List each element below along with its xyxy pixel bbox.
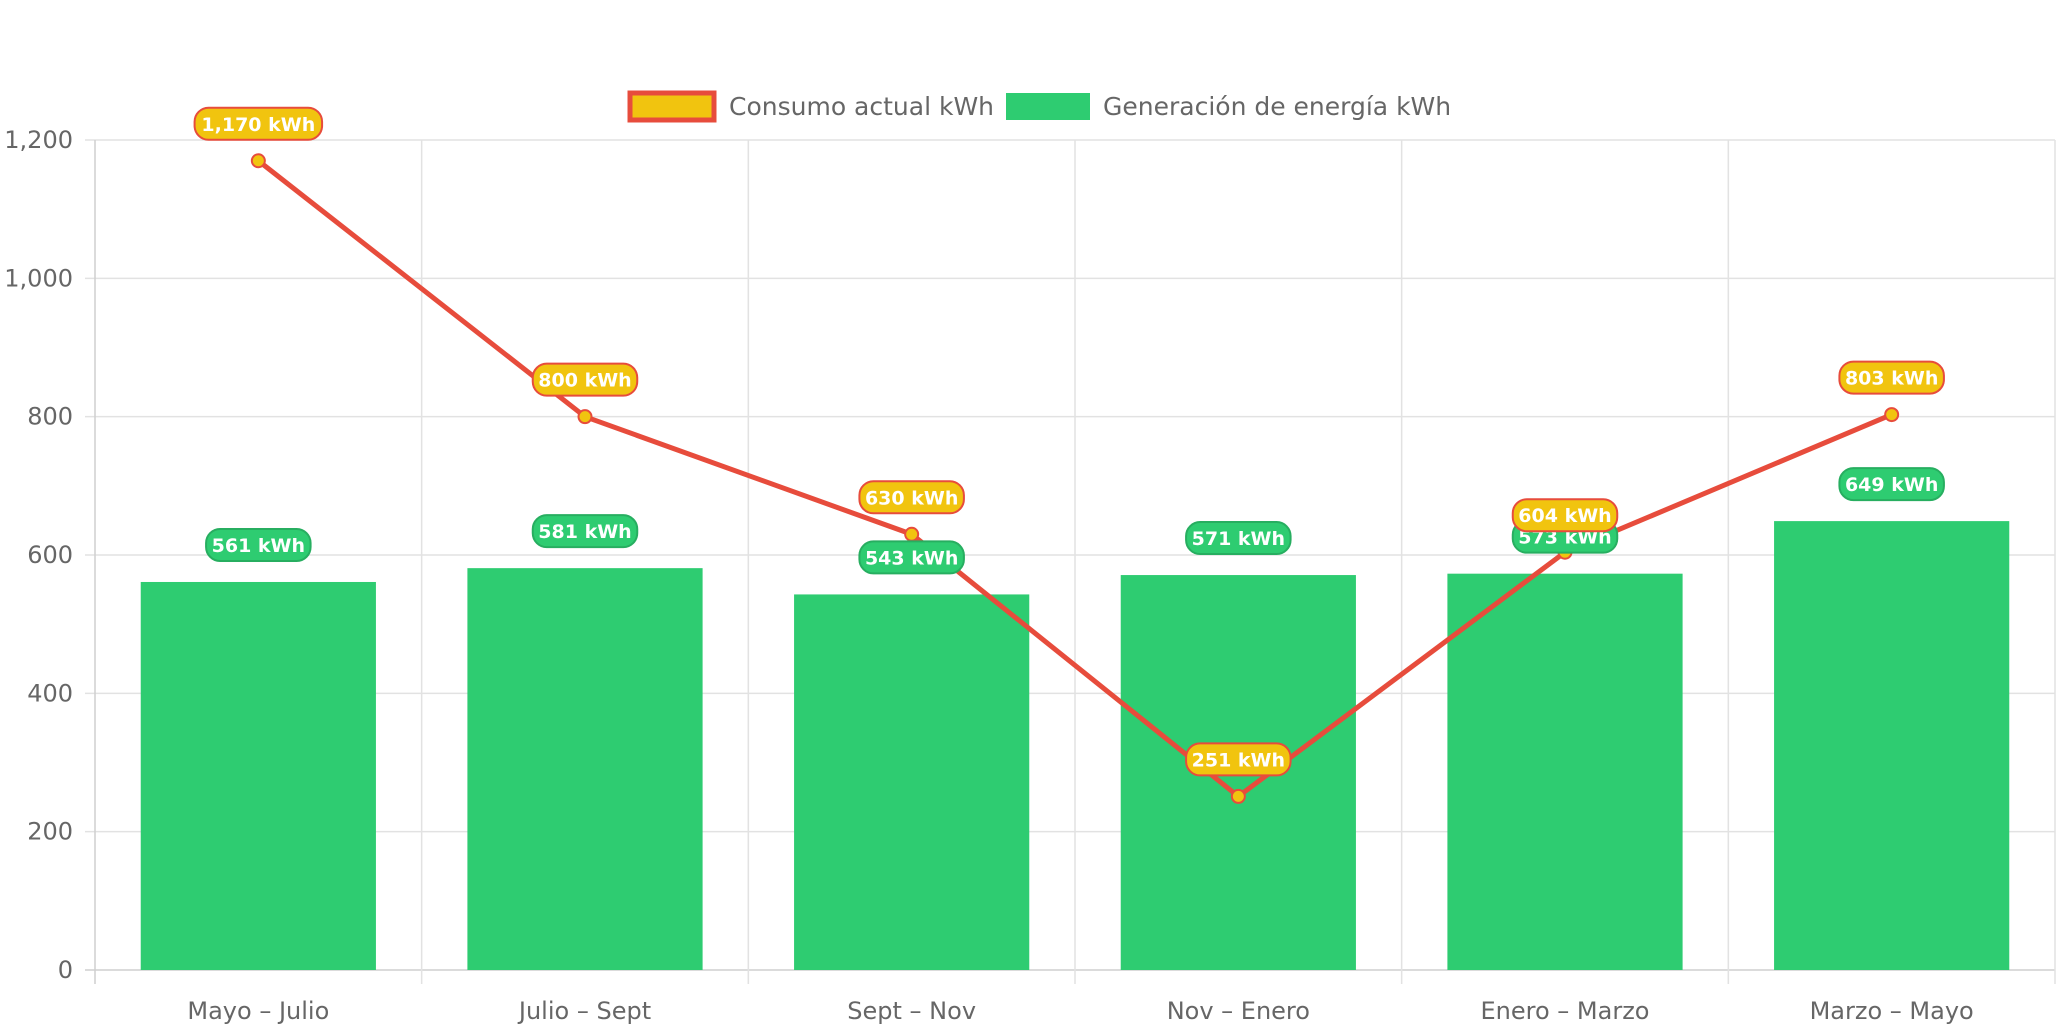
grid [85,139,2056,984]
bar-data-label-bg [1185,521,1292,556]
x-tick-label: Julio – Sept [517,997,651,1025]
y-tick-label: 1,200 [4,126,73,154]
bar-data-label: 561 kWh [205,527,312,562]
bar-generation [1447,573,1683,970]
bar-data-label-text: 571 kWh [1192,528,1285,550]
bar-generation [467,568,703,970]
bar-data-label: 581 kWh [531,514,639,549]
line-data-label-bg [858,480,965,515]
legend-swatch-generacion [1006,93,1090,120]
consumption-point [904,526,920,542]
consumption-line-path [255,158,1895,799]
line-data-label: 803 kWh [1838,360,1945,395]
y-tick-label: 1,000 [4,264,73,292]
legend-swatch-consumo [627,90,717,123]
x-tick-label: Sept – Nov [847,997,976,1025]
legend-label-generacion: Generación de energía kWh [1103,92,1451,121]
x-tick-label: Enero – Marzo [1481,997,1650,1025]
line-data-label-text: 604 kWh [1518,505,1611,527]
line-data-label-bg [1511,498,1619,533]
x-tick-label: Mayo – Julio [187,997,329,1025]
legend-label-consumo: Consumo actual kWh [729,92,994,121]
line-data-label-text: 1,170 kWh [201,114,315,136]
line-data-label: 800 kWh [531,362,639,397]
bar-data-label-bg [858,540,965,575]
line-data-label: 604 kWh [1511,498,1619,533]
bar-generation [794,594,1030,970]
axes: 0 200 400 600 800 1,000 1,200 Mayo – Julio Julio… [4,126,1973,1025]
x-tick-label: Marzo – Mayo [1810,997,1974,1025]
y-tick-label: 800 [27,403,73,431]
line-data-label-bg [531,362,639,397]
bar-data-label-bg [531,514,639,549]
consumption-point [577,409,593,425]
bar-generation [140,581,376,970]
y-tick-label: 600 [27,541,73,569]
line-data-label-text: 251 kWh [1192,749,1285,771]
line-data-label: 630 kWh [858,480,965,515]
bar-data-label-text: 581 kWh [538,521,631,543]
bar-generation [1774,521,2010,970]
bar-data-label-text: 543 kWh [865,547,958,569]
y-tick-label: 400 [27,679,73,707]
bar-data-label-text: 561 kWh [212,535,305,557]
consumption-point [250,153,266,169]
legend[interactable]: Consumo actual kWh Generación de energía … [627,90,1451,123]
legend-item-consumo: Consumo actual kWh [627,90,994,123]
x-tick-label: Nov – Enero [1167,997,1310,1025]
line-data-label-bg [1838,360,1945,395]
y-tick-label: 200 [27,818,73,846]
y-tick-label: 0 [58,956,73,984]
line-data-label: 251 kWh [1185,742,1292,777]
bar-data-label-text: 649 kWh [1845,474,1938,496]
bar-data-label-bg [1838,467,1945,502]
line-data-label-text: 803 kWh [1845,368,1938,390]
line-data-label-bg [193,106,324,141]
line-data-label-text: 800 kWh [538,370,631,392]
bar-data-label: 543 kWh [858,540,965,575]
bar-data-label-bg [205,527,312,562]
line-data-label-bg [1185,742,1292,777]
consumption-point [1884,407,1900,423]
line-data-label-text: 630 kWh [865,487,958,509]
legend-item-generacion: Generación de energía kWh [1006,92,1451,121]
line-data-label: 1,170 kWh [193,106,324,141]
consumption-point [1230,788,1246,804]
bar-data-label: 649 kWh [1838,467,1945,502]
bar-data-label: 571 kWh [1185,521,1292,556]
